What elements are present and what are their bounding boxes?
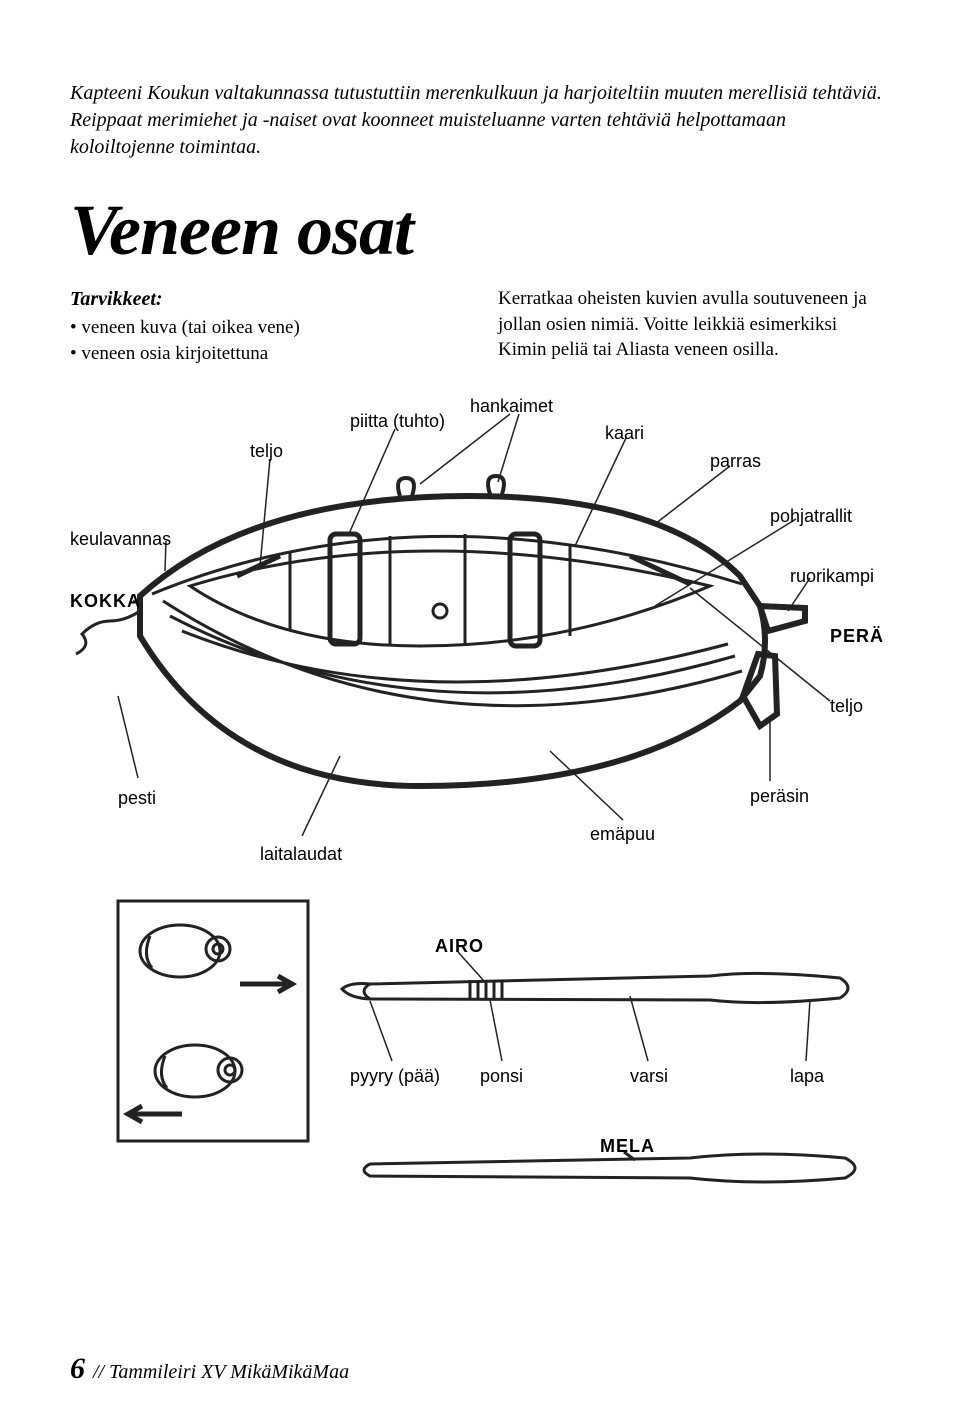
list-item: veneen kuva (tai oikea vene)	[70, 315, 462, 341]
label-lapa: lapa	[790, 1066, 824, 1087]
page-number: 6	[70, 1352, 85, 1386]
boat-diagram: keulavannas KOKKA pesti laitalaudat telj…	[70, 396, 890, 1216]
label-perasin: peräsin	[750, 786, 809, 807]
label-kokka: KOKKA	[70, 591, 141, 612]
label-teljo: teljo	[250, 441, 283, 462]
label-varsi: varsi	[630, 1066, 668, 1087]
label-hankaimet: hankaimet	[470, 396, 553, 417]
instructions-text: Kerratkaa oheisten kuvien avulla soutuve…	[498, 288, 867, 360]
right-column: Kerratkaa oheisten kuvien avulla soutuve…	[498, 286, 890, 366]
list-item: veneen osia kirjoitettuna	[70, 341, 462, 367]
page: Kapteeni Koukun valtakunnassa tutustutti…	[0, 0, 960, 1428]
footer-text: // Tammileiri XV MikäMikäMaa	[93, 1361, 349, 1384]
section-title: Veneen osat	[70, 189, 890, 272]
label-pohjatrallit: pohjatrallit	[770, 506, 852, 527]
label-ponsi: ponsi	[480, 1066, 523, 1087]
label-parras: parras	[710, 451, 761, 472]
intro-paragraph: Kapteeni Koukun valtakunnassa tutustutti…	[70, 80, 890, 161]
two-column: Tarvikkeet: veneen kuva (tai oikea vene)…	[70, 286, 890, 366]
label-pyyry: pyyry (pää)	[350, 1066, 440, 1087]
label-emapuu: emäpuu	[590, 824, 655, 845]
label-pesti: pesti	[118, 788, 156, 809]
label-mela: MELA	[600, 1136, 655, 1157]
label-teljo2: teljo	[830, 696, 863, 717]
materials-heading: Tarvikkeet:	[70, 286, 462, 313]
label-airo: AIRO	[435, 936, 484, 957]
materials-list: veneen kuva (tai oikea vene) veneen osia…	[70, 315, 462, 366]
label-piitta: piitta (tuhto)	[350, 411, 445, 432]
label-laitalaudat: laitalaudat	[260, 844, 342, 865]
left-column: Tarvikkeet: veneen kuva (tai oikea vene)…	[70, 286, 462, 366]
label-pera: PERÄ	[830, 626, 884, 647]
label-ruorikampi: ruorikampi	[790, 566, 874, 587]
label-kaari: kaari	[605, 423, 644, 444]
page-footer: 6 // Tammileiri XV MikäMikäMaa	[70, 1352, 349, 1386]
label-keulavannas: keulavannas	[70, 529, 171, 550]
